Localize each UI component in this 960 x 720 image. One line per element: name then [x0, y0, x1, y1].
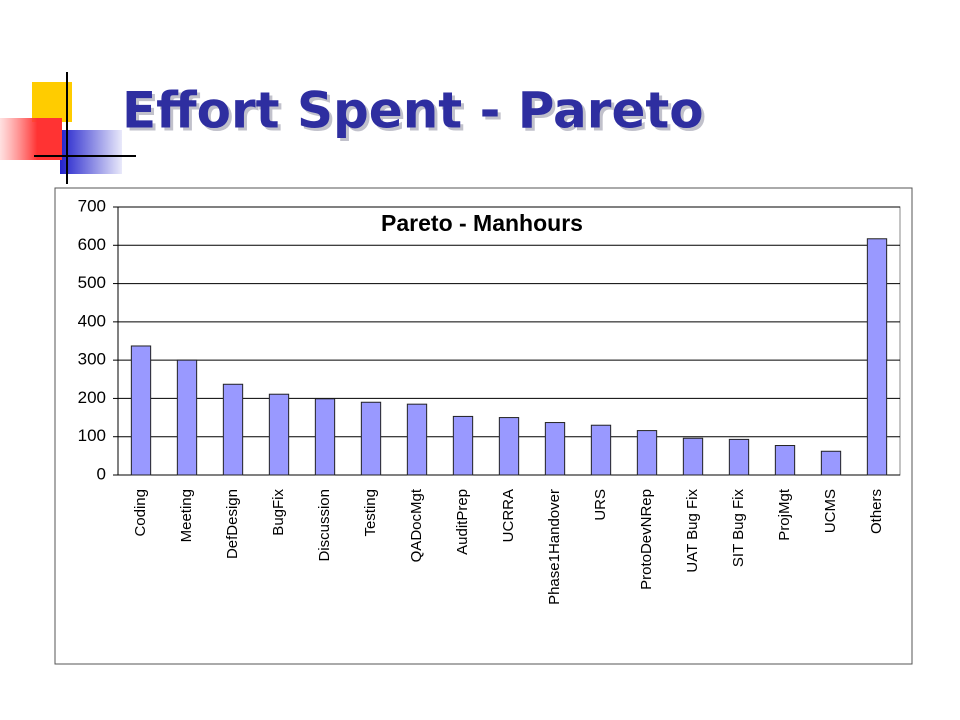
bar	[728, 438, 750, 476]
x-tick-label: BugFix	[270, 489, 287, 536]
x-tick-label: AuditPrep	[454, 489, 471, 555]
x-tick-label: DefDesign	[224, 489, 241, 559]
y-tick-label: 700	[78, 196, 106, 215]
y-tick-label: 600	[78, 235, 106, 254]
slide-title-shadow: Effort Spent - Pareto	[125, 85, 707, 143]
x-tick-label: ProtoDevNRep	[638, 489, 655, 590]
bar	[222, 383, 244, 476]
y-tick-label: 100	[78, 426, 106, 445]
bar	[360, 401, 382, 476]
x-tick-label: Phase1Handover	[546, 489, 563, 605]
x-tick-label: URS	[592, 489, 609, 521]
bar	[774, 445, 796, 476]
bar	[544, 422, 566, 476]
bar	[636, 430, 658, 476]
y-tick-label: 300	[78, 350, 106, 369]
x-tick-label: ProjMgt	[776, 488, 793, 541]
y-tick-label: 0	[97, 464, 106, 483]
title-decoration	[0, 72, 136, 184]
slide-title: Effort Spent - Pareto	[122, 82, 704, 140]
x-tick-label: UCRRA	[500, 489, 517, 542]
x-tick-label: UCMS	[822, 489, 839, 533]
x-tick-label: Discussion	[316, 489, 333, 562]
x-tick-label: Others	[868, 489, 885, 534]
bar	[268, 393, 290, 476]
bar	[498, 417, 520, 476]
y-tick-label: 500	[78, 273, 106, 292]
plot: 0 100 200 300 400 500 600 700 Coding Meeting DefDe…	[78, 196, 900, 605]
bar	[406, 403, 428, 476]
bar	[820, 450, 842, 476]
bar	[682, 437, 704, 476]
x-tick-label: UAT Bug Fix	[684, 489, 701, 573]
y-tick-label: 200	[78, 388, 106, 407]
x-tick-label: Meeting	[178, 489, 195, 542]
bar	[314, 398, 336, 476]
chart-title: Pareto - Manhours	[381, 210, 583, 236]
bar	[130, 345, 152, 476]
x-tick-label: QADocMgt	[408, 488, 425, 562]
x-tick-label: Coding	[132, 489, 149, 537]
x-tick-label: SIT Bug Fix	[730, 489, 747, 568]
x-tick-label: Testing	[362, 489, 379, 537]
bar	[866, 238, 888, 476]
y-tick-label: 400	[78, 311, 106, 330]
bar	[176, 359, 198, 476]
bar	[452, 415, 474, 476]
bar	[590, 424, 612, 476]
